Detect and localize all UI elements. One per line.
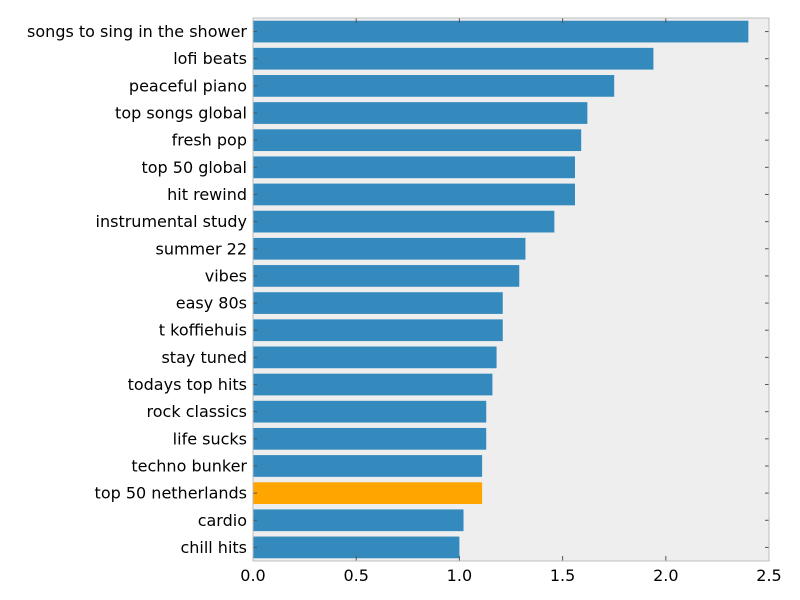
y-tick-label: hit rewind [167,185,247,204]
y-tick-label: lofi beats [173,49,247,68]
bar-stay-tuned [253,346,497,369]
bar-t-koffiehuis [253,319,503,342]
plot-background [253,18,769,561]
y-tick-label: instrumental study [96,212,247,231]
bar-top-songs-global [253,102,588,124]
y-tick-label: todays top hits [128,375,247,394]
y-tick-label: top 50 netherlands [95,484,247,503]
bar-vibes [253,265,520,287]
y-tick-label: vibes [205,266,247,285]
bar-group [253,20,749,559]
y-tick-label: chill hits [180,538,247,557]
y-tick-label: techno bunker [131,456,247,475]
x-tick-label: 1.0 [447,566,472,585]
y-tick-label: easy 80s [176,294,247,313]
bar-easy-80s [253,292,503,314]
y-tick-label: peaceful piano [129,76,247,95]
x-tick-label: 0.5 [343,566,368,585]
plot-frame [252,17,770,562]
x-tick-label: 1.5 [550,566,575,585]
y-tick-label: cardio [198,511,247,530]
y-tick-label: rock classics [147,402,247,421]
bar-hit-rewind [253,183,575,206]
bar-songs-to-sing-in-the-shower [253,20,749,43]
y-tick-label: top songs global [115,104,247,123]
bar-todays-top-hits [253,373,493,396]
y-tick-label: top 50 global [141,158,247,177]
x-tick-label: 0.0 [240,566,265,585]
y-tick-label: t koffiehuis [159,321,247,340]
y-axis-labels: songs to sing in the shower lofi beats pea… [27,22,247,557]
bar-chill-hits [253,536,460,559]
y-tick-label: summer 22 [155,239,247,258]
bar-techno-bunker [253,455,483,477]
bar-lofi-beats [253,47,654,70]
y-tick-label: songs to sing in the shower [27,22,247,41]
y-tick-label: stay tuned [161,348,247,367]
bar-life-sucks [253,427,487,450]
bar-top-50-global [253,156,575,179]
y-tick-label: fresh pop [172,131,247,150]
bar-top-50-netherlands [253,482,483,504]
bar-instrumental-study [253,210,555,233]
x-axis-labels: 0.0 0.5 1.0 1.5 2.0 2.5 [240,566,781,585]
bar-summer-22 [253,237,526,260]
bar-rock-classics [253,400,487,423]
x-tick-label: 2.0 [653,566,678,585]
y-tick-label: life sucks [173,429,247,448]
bar-peaceful-piano [253,75,615,97]
x-tick-label: 2.5 [756,566,781,585]
bar-fresh-pop [253,129,582,152]
bar-cardio [253,509,464,532]
